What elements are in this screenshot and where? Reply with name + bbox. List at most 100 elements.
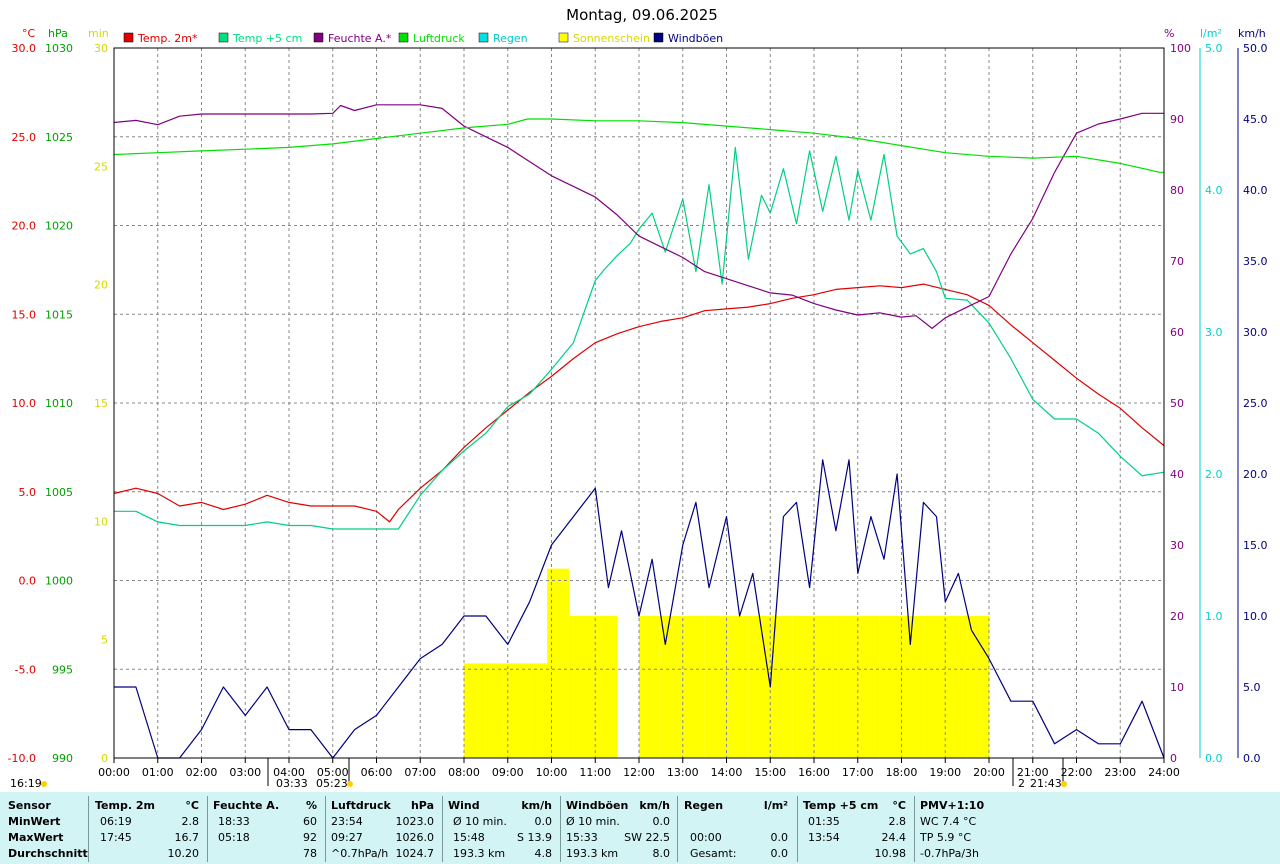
legend-swatch	[398, 32, 409, 43]
gust-tick-label: 15.0	[1243, 539, 1268, 552]
gust-tick-label: 5.0	[1243, 681, 1261, 694]
pmv-value: -0.7hPa/3h	[920, 847, 979, 860]
gust-tick-label: 25.0	[1243, 397, 1268, 410]
gust-label: Ø 10 min.	[566, 815, 620, 828]
table-separator	[442, 796, 443, 862]
time-tick-label: 16:00	[798, 766, 830, 779]
time-tick-label: 17:00	[842, 766, 874, 779]
series-windb-en	[114, 459, 1165, 759]
wind-label: 193.3 km	[453, 847, 506, 860]
legend-label: Luftdruck	[413, 32, 465, 45]
pmv-value: TP 5.9 °C	[920, 831, 972, 844]
time-tick-label: 13:00	[667, 766, 699, 779]
rain-value: 0.0	[770, 847, 789, 860]
humidity-tick-label: 80	[1170, 184, 1184, 197]
header-rain: Regen	[684, 799, 724, 812]
wind-value: 0.0	[534, 815, 553, 828]
sunrise-time: 05:23	[316, 777, 348, 790]
gust-tick-label: 35.0	[1243, 255, 1268, 268]
legend-swatch	[313, 32, 324, 43]
axes: 30.025.020.015.010.05.00.0-5.0-10.010301…	[8, 27, 1268, 779]
header-temp5: Temp +5 cm	[803, 799, 879, 812]
time-tick-label: 14:00	[711, 766, 743, 779]
rain-value: 0.0	[770, 831, 789, 844]
temp2m-value: 10.20	[167, 847, 200, 860]
minutes-tick-label: 5	[101, 634, 108, 647]
unit-kmh: km/h	[1238, 27, 1266, 40]
pressure-tick-label: 1005	[45, 486, 73, 499]
header-gust: Windböen	[566, 799, 629, 812]
gust-tick-label: 50.0	[1243, 42, 1268, 55]
humidity-time: 05:18	[218, 831, 250, 844]
temp2m-time: 06:19	[100, 815, 132, 828]
temp-tick-label: 10.0	[12, 397, 37, 410]
gust-value: 0.0	[652, 815, 671, 828]
unit-minutes: min	[88, 27, 109, 40]
pressure-time: 23:54	[331, 815, 363, 828]
sunshine-bar	[507, 663, 530, 758]
sunshine-bar	[529, 663, 552, 758]
rain-tick-label: 4.0	[1205, 184, 1223, 197]
table-separator	[207, 796, 208, 862]
time-tick-label: 19:00	[929, 766, 961, 779]
time-tick-label: 24:00	[1148, 766, 1180, 779]
header-temp2m: Temp. 2m	[95, 799, 155, 812]
gust-label: 193.3 km	[566, 847, 619, 860]
sunshine-bar	[835, 616, 858, 758]
header-rain-unit: l/m²	[763, 799, 788, 812]
pressure-tick-label: 1025	[45, 131, 73, 144]
time-tick-label: 09:00	[492, 766, 524, 779]
sunshine-bar	[814, 616, 836, 758]
series-lines	[113, 104, 1165, 759]
time-tick-label: 18:00	[886, 766, 918, 779]
humidity-tick-label: 10	[1170, 681, 1184, 694]
time-tick-label: 08:00	[448, 766, 480, 779]
header-temp2m-unit: °C	[185, 799, 199, 812]
sunshine-bar	[792, 616, 814, 758]
grid	[114, 48, 1164, 758]
minutes-tick-label: 20	[94, 279, 108, 292]
sunshine-bar	[660, 616, 683, 758]
sunset-label-a: 2	[1018, 777, 1025, 790]
pressure-tick-label: 1010	[45, 397, 73, 410]
header-humidity: Feuchte A.	[213, 799, 280, 812]
gust-label: 15:33	[566, 831, 598, 844]
legend-label: Sonnenschein	[573, 32, 650, 45]
rain-label: Gesamt:	[690, 847, 737, 860]
temp-tick-label: 15.0	[12, 308, 37, 321]
wind-label: Ø 10 min.	[453, 815, 507, 828]
time-tick-label: 12:00	[623, 766, 655, 779]
pressure-value: 1023.0	[395, 815, 435, 828]
wind-label: 15:48	[453, 831, 485, 844]
temp-tick-label: 30.0	[12, 42, 37, 55]
sunshine-bar	[923, 616, 946, 758]
time-tick-label: 10:00	[536, 766, 568, 779]
pressure-time: ^0.7hPa/h	[331, 847, 389, 860]
header-wind: Wind	[448, 799, 480, 812]
legend: Temp. 2m* Temp +5 cm Feuchte A.* Luftdruck R…	[123, 32, 723, 45]
humidity-value: 78	[303, 847, 317, 860]
rain-label: 00:00	[690, 831, 722, 844]
legend-label: Temp +5 cm	[232, 32, 302, 45]
legend-label: Regen	[493, 32, 528, 45]
sunshine-bars	[464, 568, 989, 758]
header-humidity-unit: %	[305, 799, 317, 812]
pressure-tick-label: 1015	[45, 308, 73, 321]
time-tick-label: 20:00	[973, 766, 1005, 779]
chart-title: Montag, 09.06.2025	[566, 6, 718, 24]
humidity-tick-label: 20	[1170, 610, 1184, 623]
weather-chart: Montag, 09.06.2025 Temp. 2m* Temp +5 cm Fe…	[8, 6, 1268, 790]
time-tick-label: 11:00	[579, 766, 611, 779]
statistics-table: Sensor Temp. 2m °C Feuchte A.% Luftdruck hPa W…	[0, 792, 1280, 864]
gust-tick-label: 30.0	[1243, 326, 1268, 339]
pressure-value: 1024.7	[395, 847, 435, 860]
wind-value: 4.8	[534, 847, 553, 860]
time-tick-label: 15:00	[754, 766, 786, 779]
series-luftdruck	[113, 118, 1164, 173]
time-tick-label: 03:00	[229, 766, 261, 779]
unit-hpa: hPa	[48, 27, 68, 40]
sunshine-bar	[901, 616, 924, 758]
sunshine-bar	[485, 663, 508, 758]
time-tick-label: 00:00	[98, 766, 130, 779]
humidity-tick-label: 70	[1170, 255, 1184, 268]
